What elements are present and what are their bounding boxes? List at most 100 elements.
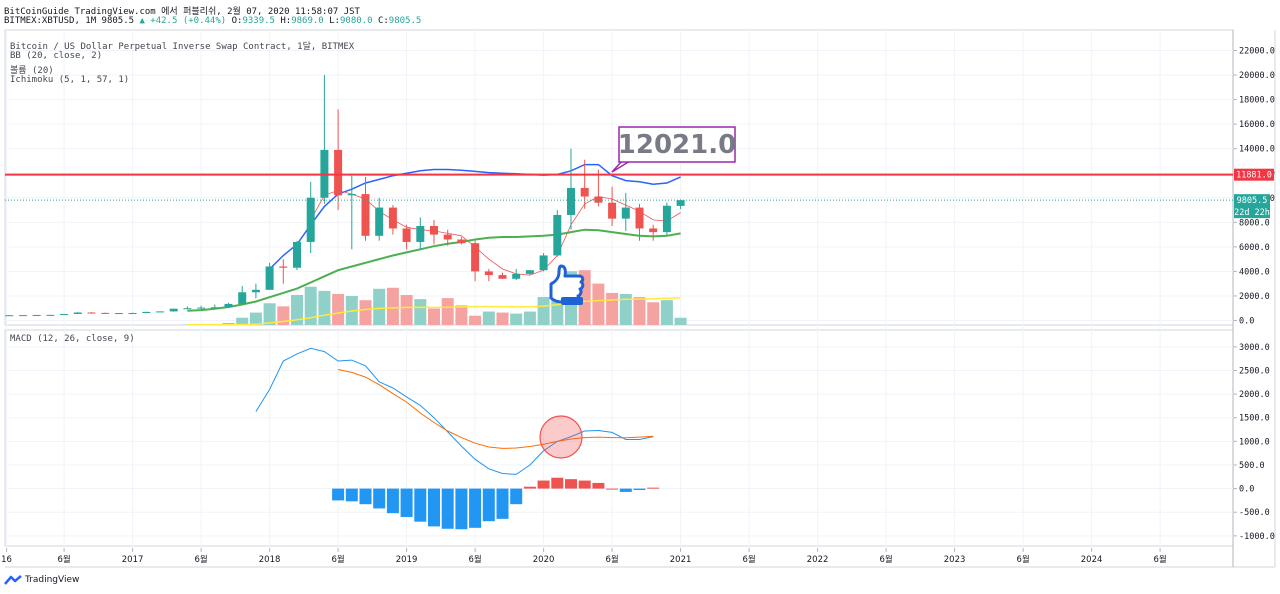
low-label: L: [329,16,340,26]
price-tick-label: 0.0 [1239,317,1254,327]
time-tick-label: 6월 [194,554,207,565]
candle-body [197,307,206,309]
candle-body [156,311,164,313]
tradingview-footer[interactable]: TradingView [4,575,79,585]
macd-tick-label: 1500.0 [1239,414,1270,424]
macd-tick-label: 3000.0 [1239,343,1270,353]
high-label: H: [280,16,292,26]
candle-body [19,315,27,317]
candle-body [347,194,356,196]
time-tick-label: 6월 [468,554,481,565]
volume-bar [236,317,249,325]
macd-tick-label: -1000.0 [1239,532,1275,542]
volume-bar [455,305,468,325]
ichimoku-line [310,189,681,276]
macd-tick-label: 500.0 [1239,461,1265,471]
hline-price-label: 11881.0 [1236,171,1272,181]
price-tick-label: 20000.0 [1239,71,1275,81]
macd-histogram-bar [345,488,358,502]
time-tick-label: 6월 [742,554,755,565]
high-value: 9869.0 [291,16,324,26]
macd-histogram-bar [551,477,564,489]
symbol-label: BITMEX:XBTUSD, 1M 9805.5 [4,16,135,26]
volume-bar [606,292,619,325]
macd-histogram-bar [537,480,550,489]
macd-histogram-bar [592,482,605,489]
candle-body [676,200,685,206]
candle-body [183,308,192,310]
volume-bar [537,297,550,325]
candle-body [430,225,438,235]
price-tick-label: 8000.0 [1239,218,1270,228]
candle-body [443,234,452,240]
time-tick-label: 6월 [1016,554,1029,565]
candle-body [608,202,617,219]
tradingview-logo-icon [4,575,22,585]
time-tick-label: 6월 [879,554,892,565]
candle-body [251,289,260,293]
candle-body [416,225,425,242]
volume-bar [660,300,673,325]
legend-volume[interactable]: 볼륨 (20) [10,66,54,76]
time-tick-label: 2019 [396,555,418,565]
price-tick-label: 16000.0 [1239,120,1275,130]
volume-bar [359,300,372,325]
macd-histogram-bar [373,488,386,509]
candle-body [361,194,370,236]
candle-body [114,313,123,315]
open-label: O: [231,16,243,26]
macd-signal-line [337,369,654,449]
candle-body [334,149,343,196]
volume-bar [510,313,523,325]
volume-bar [386,287,399,325]
close-label: C: [377,16,389,26]
candle-body [210,307,219,309]
candle-body [525,270,534,274]
candle-body [662,205,671,233]
last-price-tag [1234,194,1270,219]
low-value: 9080.0 [340,16,373,26]
macd-histogram-bar [386,488,399,514]
macd-histogram-bar [482,488,495,522]
candle-body [101,312,110,314]
candle-body [238,292,247,304]
callout-box [618,126,736,163]
candle-body [128,313,137,315]
candle-body [169,308,178,312]
candle-body [649,228,658,233]
macd-line [255,347,654,475]
volume-bar [674,317,687,325]
macd-tick-label: 2000.0 [1239,390,1270,400]
candle-body [87,312,96,314]
candle-body [594,196,603,203]
legend-macd[interactable]: MACD (12, 26, close, 9) [10,334,135,344]
candle-body [73,312,82,314]
volume-bar [249,312,262,325]
candle-body [512,273,521,279]
time-tick-label: 2017 [122,555,144,565]
time-tick-label: 2024 [1081,555,1103,565]
volume-bar [482,311,495,325]
macd-histogram-bar [633,488,646,491]
open-value: 9339.5 [242,16,275,26]
volume-bar [523,311,536,325]
candle-body [375,207,384,236]
candle-body [388,207,397,229]
legend-bb[interactable]: BB (20, close, 2) [10,51,103,61]
symbol-ohlc-line: BITMEX:XBTUSD, 1M 9805.5 ▲ +42.5 (+0.44%… [4,16,421,26]
volume-bar [373,288,386,325]
candle-body [553,214,562,256]
candle-body [32,314,41,316]
price-tick-label: 4000.0 [1239,267,1270,277]
volume-bar [414,299,427,325]
legend-ichimoku[interactable]: Ichimoku (5, 1, 57, 1) [10,75,130,85]
time-tick-label: 6월 [605,554,618,565]
candle-body [142,311,151,314]
macd-histogram-bar [469,488,482,528]
price-tick-label: 22000.0 [1239,46,1275,56]
macd-histogram-bar [441,488,454,529]
volume-bar [263,303,276,325]
time-tick-label: 6월 [1153,554,1166,565]
macd-histogram-bar [332,488,345,501]
